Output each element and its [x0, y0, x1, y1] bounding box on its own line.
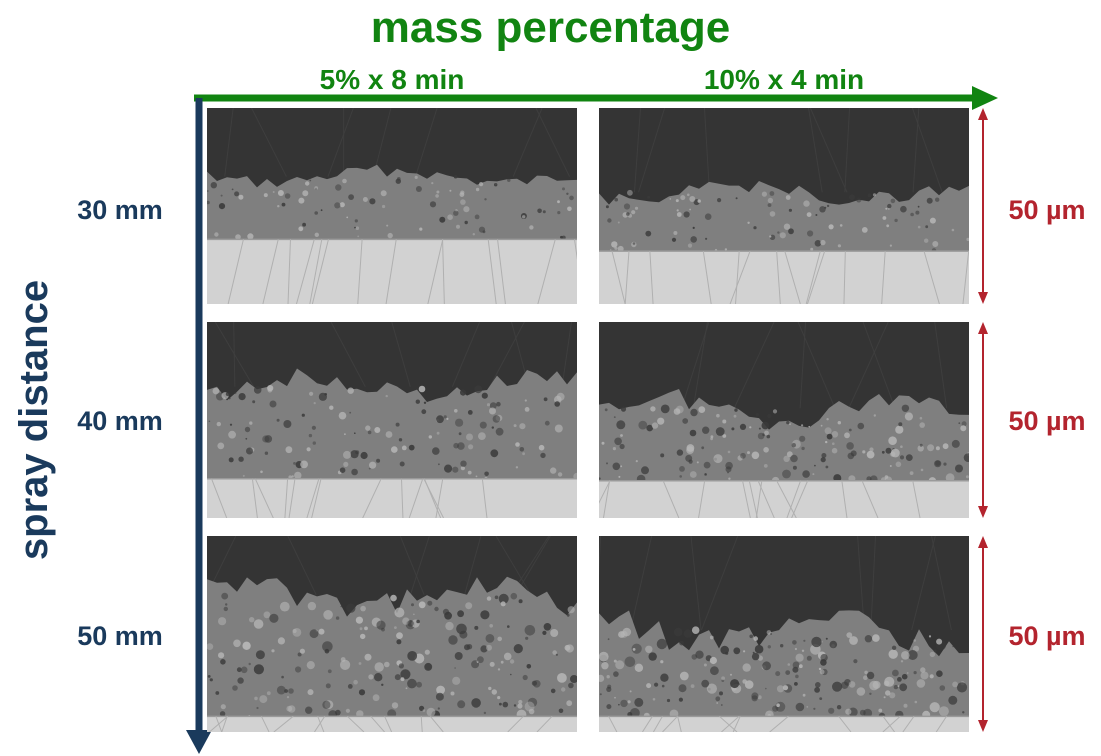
sem-micrograph-40mm-5pct [207, 322, 577, 518]
row-label-40mm: 40 mm [77, 406, 163, 436]
scale-label-1: 50 µm [1008, 195, 1086, 225]
scale-bar-1 [978, 108, 988, 304]
sem-micrograph-40mm-10pct [599, 322, 969, 518]
x-axis-arrowhead [972, 86, 998, 110]
scale-bar-2 [978, 322, 988, 518]
scale-bar-3 [978, 536, 988, 732]
column-header-1: 5% x 8 min [319, 64, 465, 95]
sem-micrograph-30mm-10pct [599, 108, 969, 304]
scale-label-2: 50 µm [1008, 406, 1086, 436]
x-axis-title: mass percentage [370, 3, 731, 52]
row-label-30mm: 30 mm [77, 195, 163, 225]
scale-label-3: 50 µm [1008, 621, 1086, 651]
y-axis-arrowhead [186, 730, 212, 754]
sem-micrograph-50mm-5pct [207, 536, 577, 732]
column-header-2: 10% x 4 min [703, 64, 865, 95]
row-label-50mm: 50 mm [77, 621, 163, 651]
sem-micrograph-50mm-10pct [599, 536, 969, 732]
sem-micrograph-30mm-5pct [207, 108, 577, 304]
